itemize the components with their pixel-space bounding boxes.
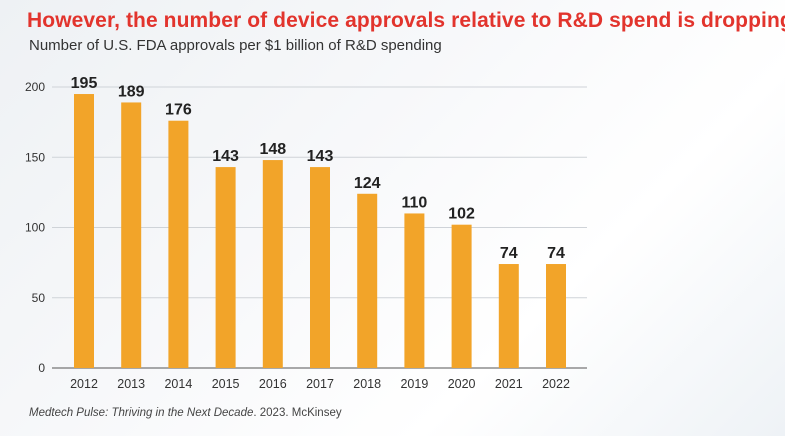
y-tick-label: 0 xyxy=(38,361,45,375)
data-label: 74 xyxy=(547,245,565,262)
data-label: 143 xyxy=(307,148,334,165)
chart-subtitle: Number of U.S. FDA approvals per $1 bill… xyxy=(29,37,442,54)
bar-chart: 0 50 100 150 200 195 189 176 143 148 143 124 110 102… xyxy=(25,75,587,391)
bar xyxy=(215,167,236,368)
x-tick-label: 2014 xyxy=(164,377,192,391)
x-tick-label: 2012 xyxy=(70,377,98,391)
data-labels: 195 189 176 143 148 143 124 110 102 74 74 xyxy=(71,75,565,262)
data-label: 102 xyxy=(448,206,475,223)
x-tick-label: 2017 xyxy=(306,377,334,391)
x-tick-label: 2013 xyxy=(117,377,145,391)
x-tick-label: 2018 xyxy=(353,377,381,391)
data-label: 195 xyxy=(71,75,98,92)
x-tick-label: 2022 xyxy=(542,377,570,391)
bar xyxy=(168,120,189,368)
bar xyxy=(357,193,378,368)
bar xyxy=(262,160,283,368)
y-tick-label: 50 xyxy=(32,291,46,305)
data-label: 124 xyxy=(354,175,381,192)
bar xyxy=(498,264,519,368)
bar xyxy=(546,264,566,368)
bars xyxy=(74,94,566,369)
bar xyxy=(310,167,330,368)
source-note: Medtech Pulse: Thriving in the Next Deca… xyxy=(29,407,342,419)
x-tick-label: 2019 xyxy=(400,377,428,391)
bar xyxy=(404,213,425,368)
y-tick-label: 200 xyxy=(25,80,45,94)
source-details: . 2023. McKinsey xyxy=(253,407,342,419)
x-tick-label: 2016 xyxy=(259,377,287,391)
bar xyxy=(121,102,142,368)
y-tick-label: 150 xyxy=(25,150,45,164)
data-label: 110 xyxy=(401,194,427,211)
y-tick-label: 100 xyxy=(25,221,45,235)
chart-title: However, the number of device approvals … xyxy=(27,9,785,32)
data-label: 143 xyxy=(212,148,239,165)
source-publication: Medtech Pulse: Thriving in the Next Deca… xyxy=(29,407,254,419)
x-tick-label: 2020 xyxy=(448,377,476,391)
data-label: 189 xyxy=(118,83,145,100)
bar xyxy=(74,94,94,369)
x-axis: 2012 2013 2014 2015 2016 2017 2018 2019 2020 2021… xyxy=(70,377,570,391)
data-label: 74 xyxy=(500,245,518,262)
data-label: 176 xyxy=(165,102,192,119)
bar xyxy=(451,224,472,368)
y-axis: 0 50 100 150 200 xyxy=(25,80,45,375)
x-tick-label: 2021 xyxy=(495,377,523,391)
data-label: 148 xyxy=(259,141,286,158)
x-tick-label: 2015 xyxy=(212,377,240,391)
